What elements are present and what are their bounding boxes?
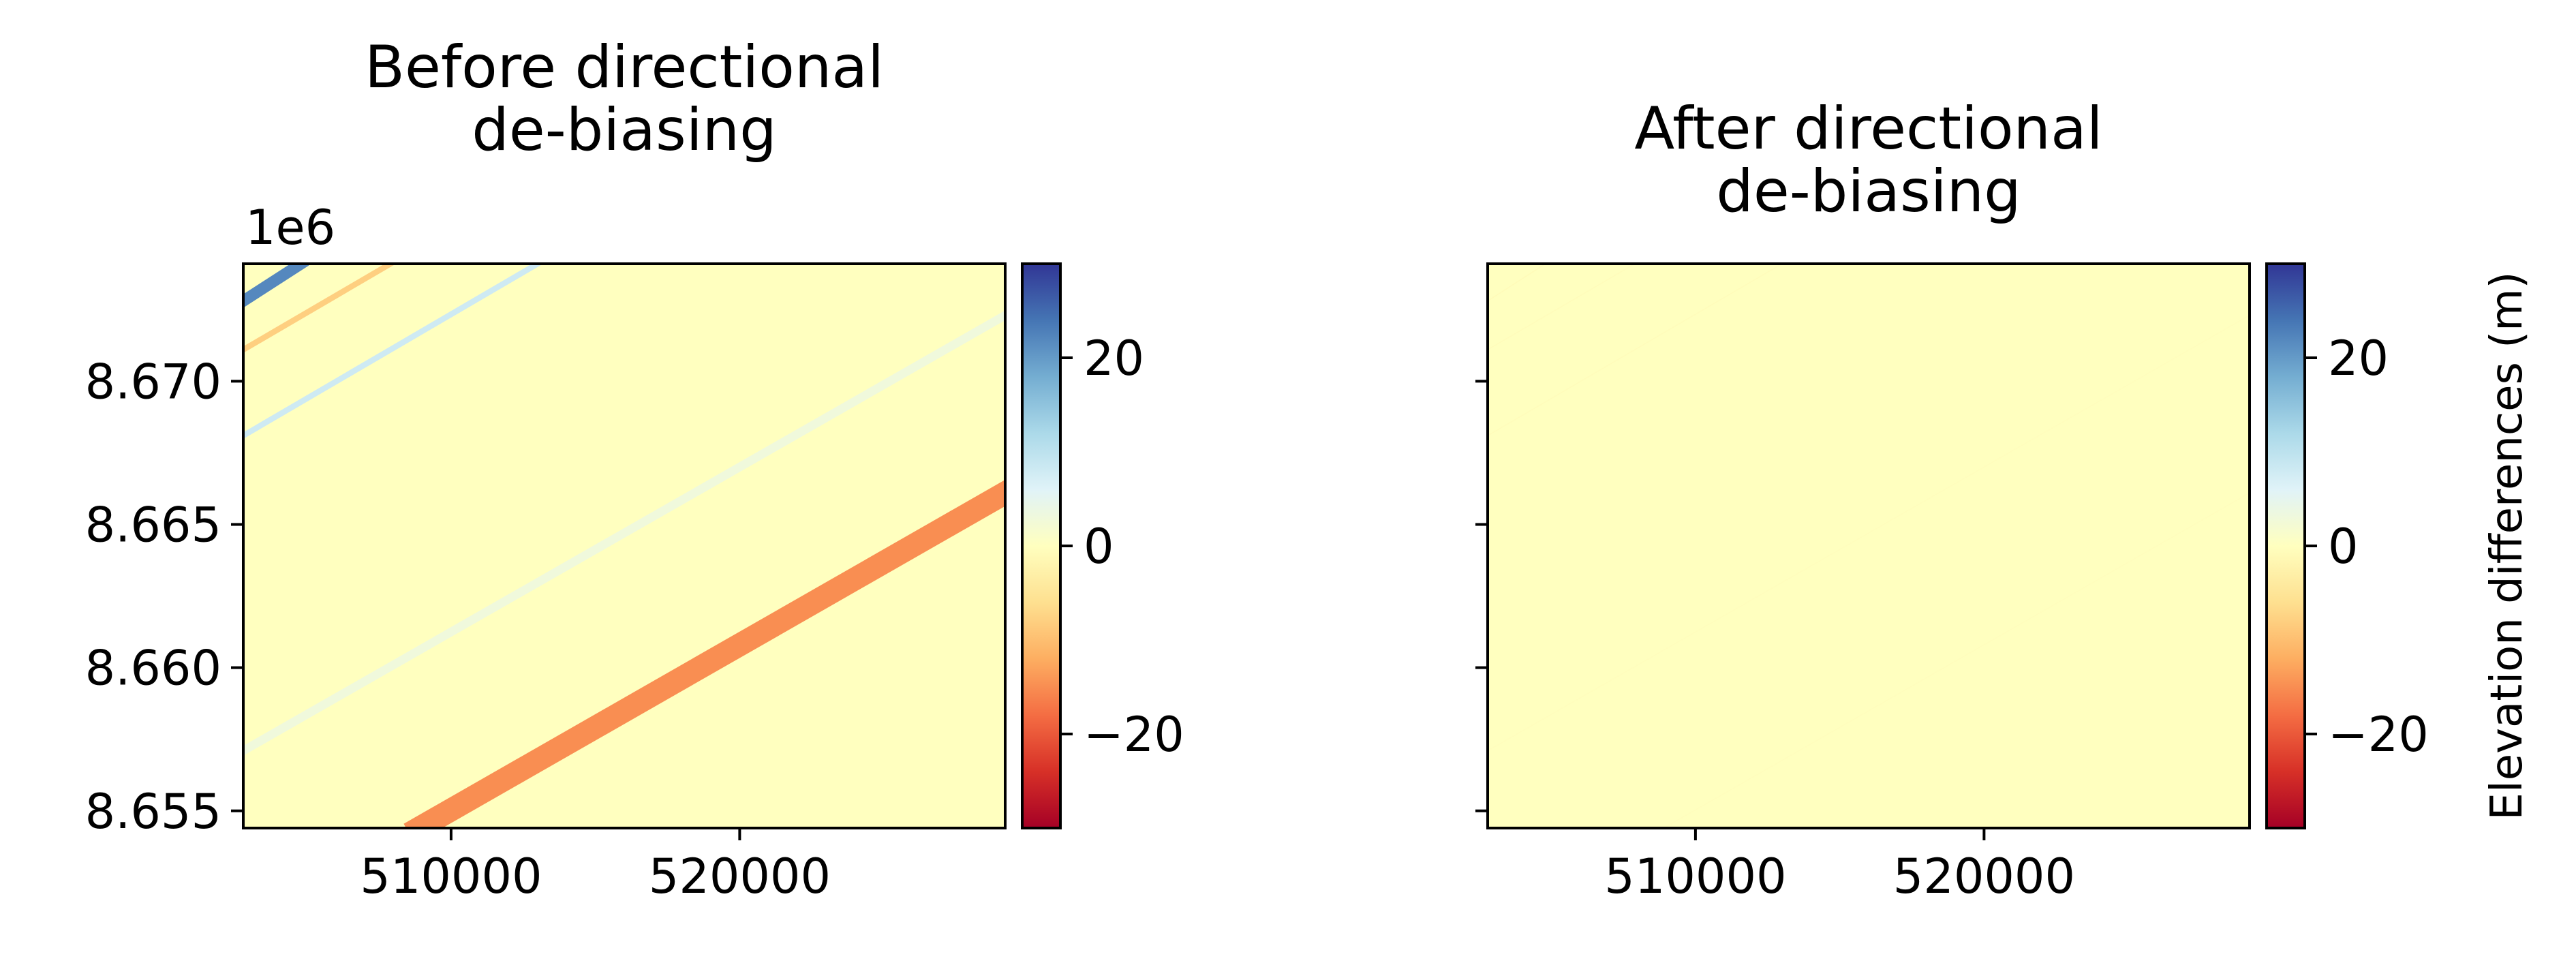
y-tick-label-3: 8.665 — [85, 497, 221, 553]
x-tick-label-2: 520000 — [1893, 849, 2075, 904]
plot-area-after — [1488, 264, 2250, 828]
colorbar-tick-label-3: −20 — [2328, 707, 2429, 763]
colorbar-tick-label-2: 0 — [2328, 519, 2359, 575]
difference-band-3 — [1488, 264, 1783, 437]
difference-band-2 — [1488, 264, 1636, 350]
chart-title-after: After directional de-biasing — [1634, 95, 2102, 226]
plot-area-before — [243, 264, 1005, 828]
colorbar-after: 20 0 −20 Elevation differences (m) — [2265, 262, 2532, 829]
colorbar-tick-label-3: −20 — [1084, 707, 1184, 763]
x-tick-label-1: 510000 — [1604, 849, 1786, 904]
difference-band-5 — [403, 479, 1005, 828]
colorbar-label: Elevation differences (m) — [2482, 272, 2532, 821]
colorbar-before: 20 0 −20 — [1021, 262, 1184, 829]
y-tick-label-4: 8.670 — [85, 354, 221, 410]
colorbar-tick-label-1: 20 — [1084, 331, 1144, 386]
colorbar-gradient-after — [2267, 264, 2305, 828]
panel-before: Before directional de-biasing 1e6 510000 5… — [85, 33, 1184, 904]
y-axis-after — [1475, 380, 1488, 812]
colorbar-tick-label-2: 0 — [1084, 519, 1114, 575]
y-offset-label: 1e6 — [245, 200, 335, 256]
panel-after: After directional de-biasing 510000 520000… — [1475, 95, 2532, 904]
plot-frame-before — [242, 262, 1007, 829]
x-axis-after: 510000 520000 — [1604, 828, 2075, 904]
difference-band-2 — [243, 264, 395, 353]
difference-band-3 — [243, 264, 542, 440]
difference-band-1 — [243, 264, 309, 308]
colorbar-gradient-before — [1022, 264, 1060, 828]
difference-band-5 — [1663, 492, 2250, 828]
y-tick-label-1: 8.655 — [85, 784, 221, 840]
x-axis-before: 510000 520000 — [360, 828, 831, 904]
heatmap-background-after — [1488, 264, 2250, 828]
difference-band-4 — [243, 310, 1005, 756]
difference-band-4 — [1488, 314, 2250, 752]
plot-frame-after — [1486, 262, 2251, 829]
y-axis-before: 8.655 8.660 8.665 8.670 — [85, 354, 243, 840]
colorbar-tick-label-1: 20 — [2328, 331, 2389, 386]
chart-title-before: Before directional de-biasing — [365, 33, 884, 164]
x-tick-label-1: 510000 — [360, 849, 542, 904]
heatmap-background-before — [243, 264, 1005, 828]
y-tick-label-2: 8.660 — [85, 641, 221, 697]
difference-band-1 — [1488, 264, 1546, 302]
x-tick-label-2: 520000 — [649, 849, 831, 904]
